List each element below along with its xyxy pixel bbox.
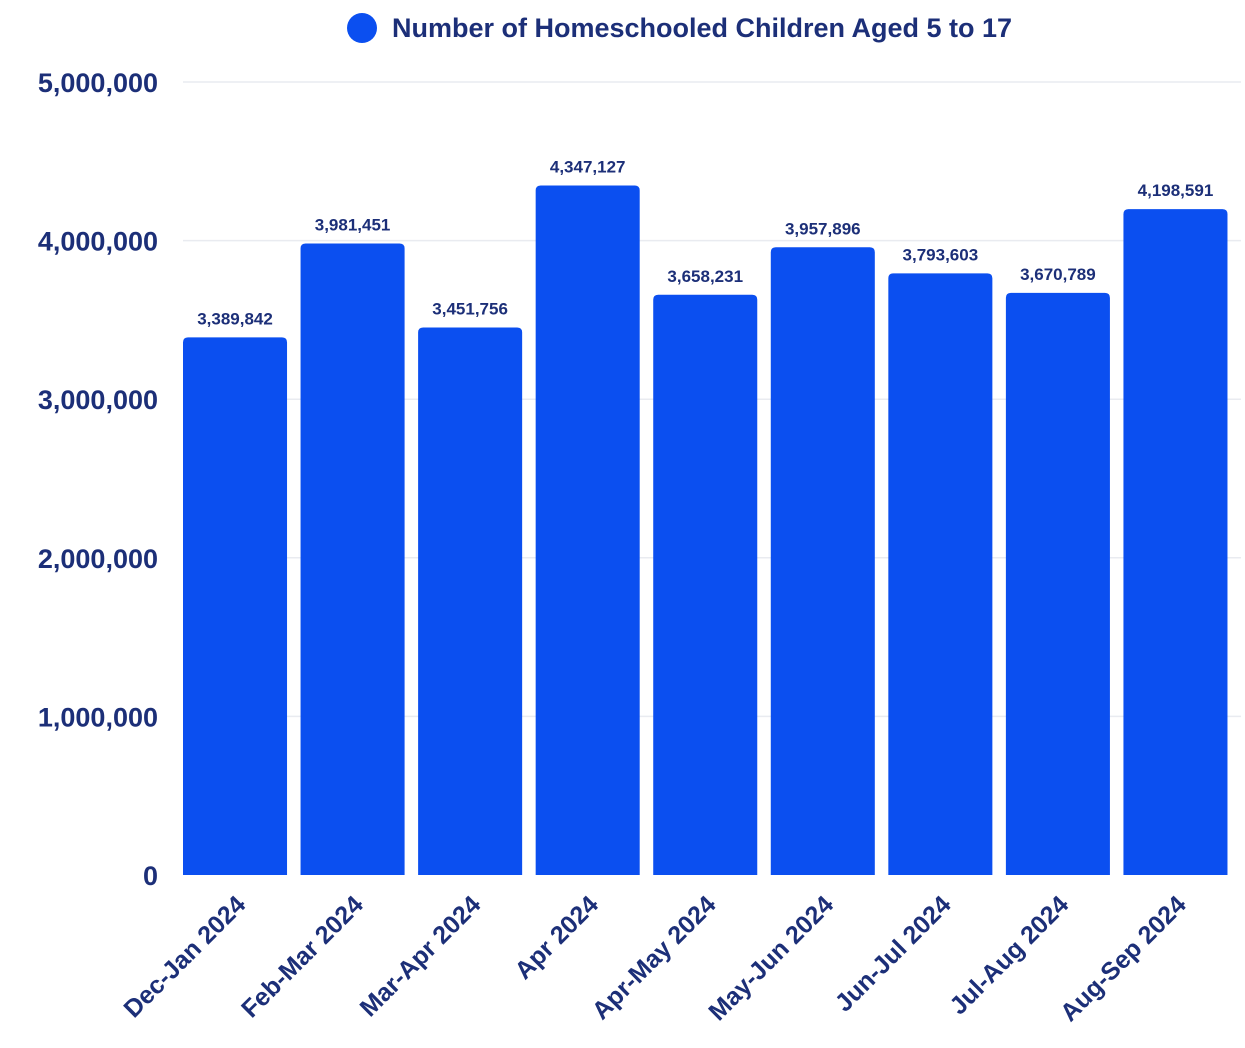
bar-value-label: 4,198,591: [1138, 181, 1214, 200]
y-tick-label: 4,000,000: [38, 227, 158, 257]
y-tick-label: 3,000,000: [38, 385, 158, 415]
x-tick-label: May-Jun 2024: [703, 890, 839, 1026]
bars: [183, 185, 1228, 876]
bar: [770, 247, 875, 875]
x-tick-label: Mar-Apr 2024: [355, 890, 487, 1022]
y-tick-label: 1,000,000: [38, 702, 158, 732]
x-tick-label: Dec-Jan 2024: [118, 890, 251, 1023]
bar: [1123, 209, 1228, 876]
bar-value-label: 4,347,127: [550, 158, 626, 177]
x-tick-label: Feb-Mar 2024: [236, 890, 369, 1023]
bar: [183, 337, 288, 875]
legend: Number of Homeschooled Children Aged 5 t…: [347, 13, 1012, 43]
y-tick-label: 5,000,000: [38, 68, 158, 98]
bar-value-label: 3,793,603: [903, 245, 979, 264]
bar: [418, 327, 523, 875]
bar-value-label: 3,451,756: [432, 300, 508, 319]
bar-value-label: 3,981,451: [315, 216, 391, 235]
bar: [653, 294, 758, 875]
data-labels: 3,389,842 3,981,451 3,451,756 4,347,127 3,65…: [197, 158, 1213, 329]
bar-value-label: 3,957,896: [785, 219, 861, 238]
bar: [535, 185, 640, 875]
legend-swatch: [347, 13, 377, 43]
bar: [1005, 292, 1110, 875]
bar: [300, 243, 405, 875]
y-axis: 0 1,000,000 2,000,000 3,000,000 4,000,000 5,0…: [38, 68, 158, 891]
x-tick-label: Apr 2024: [509, 890, 604, 985]
bar-value-label: 3,658,231: [667, 267, 743, 286]
x-tick-label: Jun-Jul 2024: [830, 890, 957, 1017]
x-tick-label: Apr-May 2024: [587, 890, 722, 1025]
x-tick-label: Jul-Aug 2024: [944, 890, 1074, 1020]
x-tick-label: Aug-Sep 2024: [1055, 890, 1192, 1027]
bar: [888, 273, 993, 875]
y-tick-label: 0: [143, 861, 158, 891]
y-tick-label: 2,000,000: [38, 544, 158, 574]
legend-label: Number of Homeschooled Children Aged 5 t…: [392, 13, 1012, 43]
bar-value-label: 3,389,842: [197, 309, 273, 328]
bar-value-label: 3,670,789: [1020, 265, 1096, 284]
